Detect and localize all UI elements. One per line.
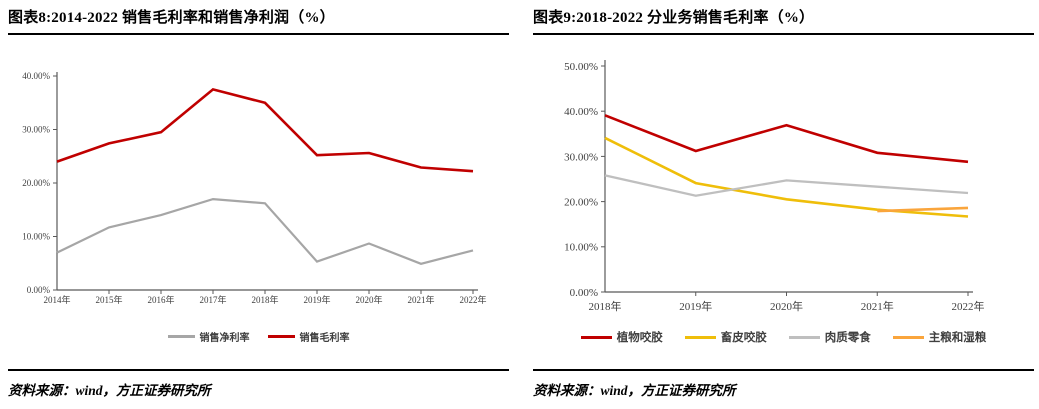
legend-line-swatch [788, 335, 820, 339]
legend-line-swatch [684, 335, 716, 339]
spacer [533, 345, 1034, 369]
source-rule [533, 369, 1034, 371]
x-tick-label: 2014年 [43, 294, 70, 305]
chart-title: 图表8:2014-2022 销售毛利率和销售净利润（%） [8, 10, 335, 26]
x-tick-label: 2016年 [147, 294, 174, 305]
x-tick-label: 2019年 [303, 294, 330, 305]
x-tick-label: 2020年 [355, 294, 382, 305]
legend-label: 主粮和湿粮 [928, 332, 987, 344]
y-tick-label: 50.00% [564, 61, 598, 73]
chart-panel-segments: 图表9:2018-2022 分业务销售毛利率（%） 0.00% 10.00% 20.… [519, 0, 1038, 409]
legend-item: 畜皮咬胶 [684, 329, 767, 345]
series-line [604, 114, 969, 164]
legend-label: 销售毛利率 [299, 333, 350, 344]
y-tick-label: 10.00% [564, 242, 598, 254]
series-line [604, 174, 969, 197]
legend-item: 主粮和湿粮 [892, 329, 987, 345]
line-chart-segments: 0.00% 10.00% 20.00% 30.00% 40.00% 50.00% 2018年… [564, 60, 985, 313]
legend-line-swatch [580, 335, 612, 339]
x-tick-label: 2022年 [952, 299, 985, 313]
series-line [604, 136, 969, 218]
x-tick-label: 2019年 [679, 299, 712, 313]
y-tick-label: 40.00% [22, 71, 50, 81]
x-tick-label: 2018年 [251, 294, 278, 305]
legend-label: 肉质零食 [824, 332, 871, 344]
legend-label: 畜皮咬胶 [720, 332, 767, 344]
x-tick-label: 2018年 [589, 299, 622, 313]
source-note: 资料来源：wind，方正证券研究所 [8, 383, 211, 398]
chart-legend: 植物咬胶 畜皮咬胶 肉质零食 主粮和湿粮 [533, 329, 1034, 345]
x-tick-label: 2015年 [95, 294, 122, 305]
legend-line-swatch [892, 335, 924, 339]
chart-panel-margins: 图表8:2014-2022 销售毛利率和销售净利润（%） 0.00% 10.00%… [0, 0, 519, 409]
x-tick-label: 2021年 [407, 294, 434, 305]
legend-label: 销售净利率 [199, 333, 250, 344]
source-note: 资料来源：wind，方正证券研究所 [533, 383, 736, 398]
legend-item: 销售毛利率 [267, 329, 350, 344]
x-tick-label: 2017年 [199, 294, 226, 305]
y-tick-label: 0.00% [570, 287, 598, 299]
series-line [877, 206, 969, 213]
line-chart-margins: 0.00% 10.00% 20.00% 30.00% 40.00% 2014年 2015年 2… [22, 71, 486, 305]
y-tick-label: 30.00% [564, 151, 598, 163]
chart-legend: 销售净利率 销售毛利率 [8, 329, 509, 344]
title-rule [533, 33, 1034, 35]
x-tick-label: 2022年 [459, 294, 486, 305]
legend-item: 肉质零食 [788, 329, 871, 345]
title-rule [8, 33, 509, 35]
legend-line-swatch [267, 335, 295, 338]
y-tick-label: 10.00% [22, 232, 50, 242]
y-tick-label: 20.00% [564, 196, 598, 208]
x-tick-label: 2020年 [770, 299, 803, 313]
y-tick-label: 30.00% [22, 125, 50, 135]
chart-title: 图表9:2018-2022 分业务销售毛利率（%） [533, 10, 815, 26]
spacer [8, 344, 509, 369]
y-tick-label: 20.00% [22, 178, 50, 188]
legend-item: 销售净利率 [167, 329, 250, 344]
legend-line-swatch [167, 335, 195, 338]
source-rule [8, 369, 509, 371]
legend-label: 植物咬胶 [616, 332, 663, 344]
y-tick-label: 40.00% [564, 106, 598, 118]
legend-item: 植物咬胶 [580, 329, 663, 345]
y-tick-label: 0.00% [27, 285, 51, 295]
series-line [56, 197, 474, 265]
series-line [56, 87, 474, 173]
x-tick-label: 2021年 [861, 299, 894, 313]
